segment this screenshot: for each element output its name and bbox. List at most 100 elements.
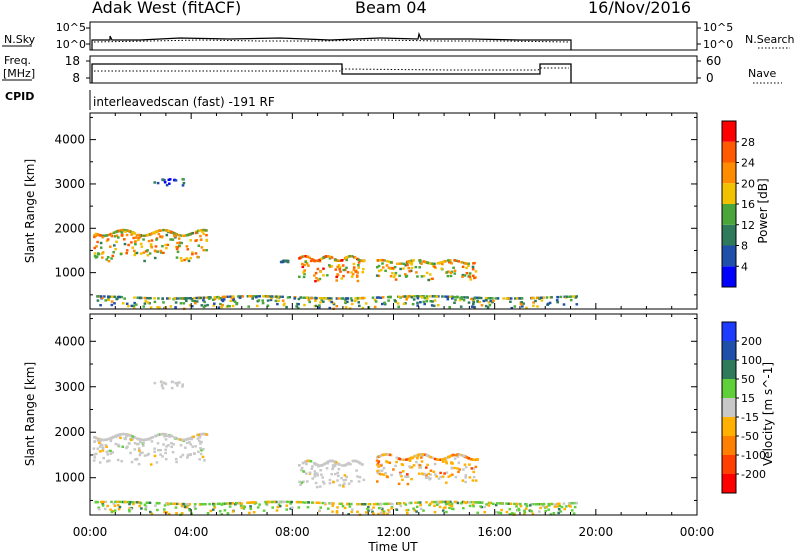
range-cell [318,485,322,488]
range-cell [425,466,428,469]
colorbar-tick-label: -200 [741,468,766,481]
range-cell [417,472,421,475]
range-cell [426,476,430,479]
range-cell [355,275,359,278]
range-cell [427,278,430,282]
range-cell [146,233,150,237]
range-cell [130,304,134,308]
range-cell [299,501,303,504]
range-cell [386,461,389,464]
range-cell [500,508,503,512]
range-cell [410,261,414,264]
range-cell [488,297,492,300]
range-cell [174,234,178,238]
range-cell [178,241,182,244]
range-cell [160,384,164,387]
range-cell [535,296,539,300]
range-cell [367,509,370,512]
range-cell [313,470,317,473]
range-cell [203,300,206,304]
range-cell [107,297,110,300]
range-cell [539,506,542,510]
range-cell [191,445,195,448]
range-cell [379,511,383,515]
range-cell [445,510,448,514]
range-cell [258,503,261,506]
range-cell [440,500,444,504]
range-cell [400,463,404,466]
time-tick-labels: 00:00 04:00 08:00 12:00 16:00 20:00 00:00 [73,525,715,539]
range-cell [320,257,323,260]
range-cell [387,299,390,302]
range-cell [136,443,139,446]
range-cell [355,469,358,472]
range-cell [427,472,430,476]
range-cell [229,502,232,505]
range-cell [95,500,98,504]
range-cell [110,303,114,307]
range-cell [320,464,324,467]
range-cell [101,447,105,450]
range-cell [391,272,394,275]
range-cell [446,295,450,298]
range-cell [113,235,117,238]
range-cell [413,455,416,458]
range-cell [154,504,157,507]
range-cell [519,505,523,508]
range-cell [477,296,481,300]
range-cell [323,462,327,465]
range-cell [295,500,299,504]
range-cell [92,453,96,456]
range-cell [132,304,136,308]
range-cell [316,267,320,271]
range-cell [346,462,350,465]
range-cell [105,239,109,243]
range-cell [166,243,170,247]
range-cell [386,295,390,299]
range-cell [520,301,523,304]
range-cell [404,475,407,478]
range-cell [281,295,284,298]
range-cell [262,509,266,512]
range-cell [92,459,96,462]
range-cell [115,234,119,237]
range-cell [322,274,325,277]
range-cell [246,295,250,298]
range-cell [221,299,225,303]
range-cell [371,296,375,299]
range-cell [384,269,387,272]
range-cell [218,510,222,513]
range-cell [403,295,407,298]
range-cell [431,300,434,303]
range-cell [183,258,186,262]
range-cell [133,442,137,445]
range-cell [469,278,473,281]
range-cell [149,510,152,514]
range-cell [138,236,142,239]
range-cell [570,509,574,512]
range-cell [175,460,178,464]
range-cell [329,502,333,505]
range-cell [322,267,325,270]
range-cell [233,300,237,303]
range-cell [106,256,110,259]
range-cell [470,467,474,470]
range-cell [189,239,192,242]
range-cell [278,505,282,508]
range-cell [435,475,438,478]
range-cell [174,306,177,309]
range-cell [293,297,296,300]
range-cell [350,271,353,274]
range-cell [418,501,422,504]
range-cell [165,511,168,514]
range-cell [372,512,375,515]
range-cell [364,511,368,514]
range-cell [445,271,449,274]
range-cell [150,512,154,515]
range-cell [276,302,279,306]
range-cell [468,476,472,479]
range-cell [450,504,453,508]
range-cell [453,272,457,275]
